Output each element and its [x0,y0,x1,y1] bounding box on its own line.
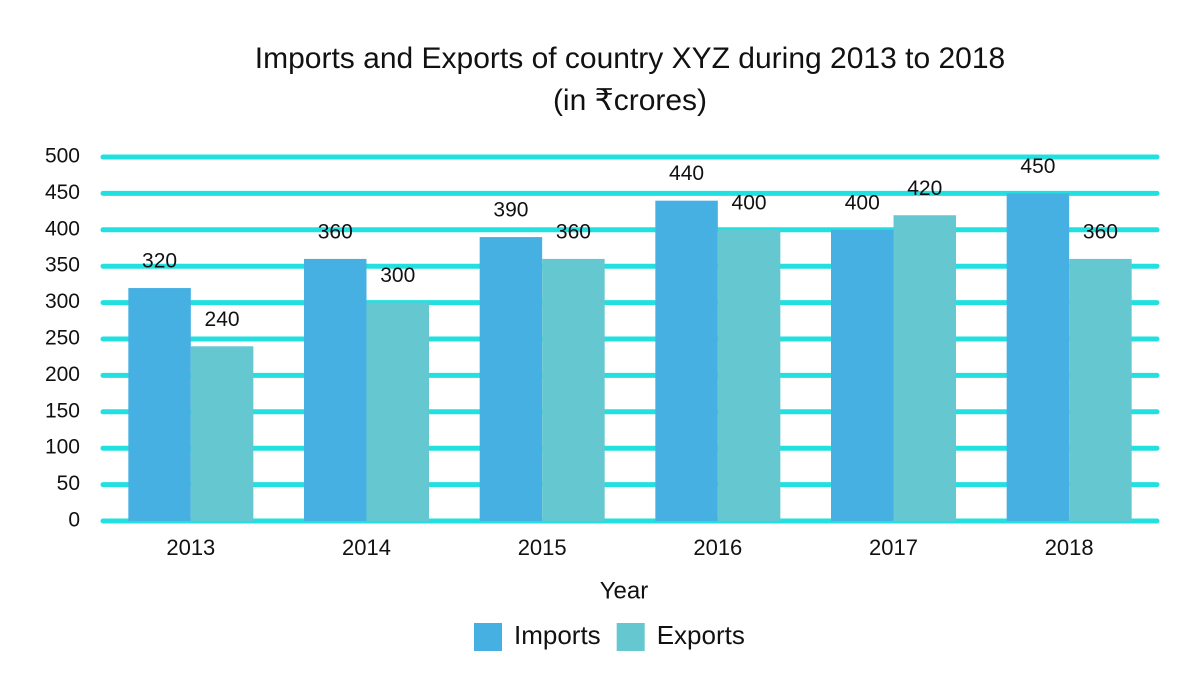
data-label: 400 [845,191,880,214]
x-tick-label: 2016 [693,535,742,560]
y-tick-label: 0 [68,509,80,532]
data-label: 440 [669,162,704,185]
data-label: 390 [493,199,528,222]
bar [479,237,543,521]
legend-swatch [616,623,645,651]
y-tick-label: 500 [45,145,80,168]
chart-title: Imports and Exports of country XYZ durin… [255,42,1005,75]
chart-subtitle: (in ₹crores) [553,84,707,117]
legend-label: Imports [514,620,601,650]
legend-swatch [474,623,502,651]
y-tick-label: 450 [45,181,80,204]
data-label: 360 [1083,220,1118,243]
data-label: 320 [142,250,177,273]
bar [542,258,605,521]
legend-label: Exports [657,620,745,650]
x-tick-label: 2017 [869,535,918,560]
bar [831,229,894,522]
data-label: 300 [380,264,415,287]
bar [1069,258,1132,521]
bar [893,215,956,522]
x-tick-label: 2015 [518,535,567,560]
bar [304,258,367,521]
x-tick-label: 2013 [166,535,215,560]
bar [1006,193,1070,521]
y-tick-label: 400 [45,217,80,240]
y-tick-label: 350 [45,254,80,277]
data-label: 360 [318,220,353,243]
data-label: 360 [556,220,591,243]
bar [655,200,718,521]
x-axis-label: Year [600,577,649,604]
y-tick-label: 150 [45,399,80,422]
y-tick-label: 100 [45,436,80,459]
y-tick-label: 50 [57,472,80,495]
x-tick-label: 2018 [1045,535,1094,560]
bar [717,229,781,522]
x-tick-label: 2014 [342,535,391,560]
y-tick-label: 300 [45,290,80,313]
data-label: 420 [907,177,942,200]
bar [366,302,429,521]
y-tick-label: 200 [45,363,80,386]
bar [190,346,254,521]
y-tick-label: 250 [45,327,80,350]
bar [128,288,191,521]
data-label: 240 [205,308,240,331]
data-label: 450 [1020,155,1055,178]
data-label: 400 [732,191,767,214]
